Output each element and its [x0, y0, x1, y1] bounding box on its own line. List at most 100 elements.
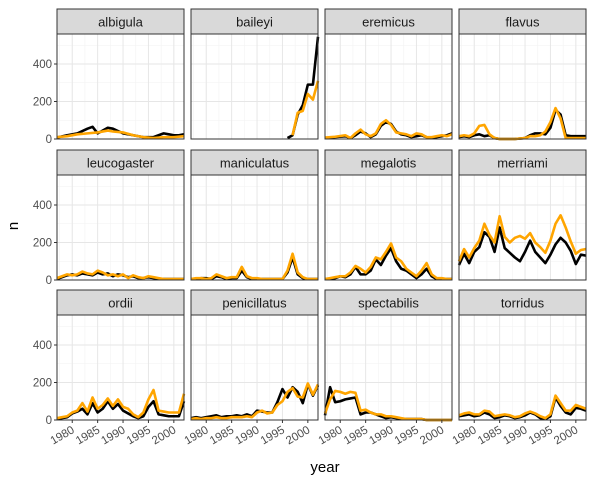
x-tick-label: 1980: [451, 424, 479, 447]
facet-maniculatus: maniculatus: [190, 149, 319, 281]
series-line-albigula-2: [56, 129, 185, 140]
x-tick-label: 1990: [233, 424, 261, 447]
facet-strip: [56, 149, 185, 176]
series-line-penicillatus-2: [190, 382, 320, 421]
series-line-maniculatus-2: [190, 252, 318, 281]
x-tick-label: 1995: [393, 424, 421, 447]
x-tick-label: 1980: [317, 424, 345, 447]
series-line-merriami-2: [457, 214, 587, 262]
facet-torridus: torridus: [458, 289, 587, 421]
facet-strip-label: flavus: [506, 15, 540, 30]
panel-border: [56, 314, 185, 421]
series-line-megalotis-2: [324, 242, 452, 281]
panel-border: [56, 174, 185, 281]
y-tick-label: 400: [33, 340, 52, 352]
facet-strip-label: torridus: [501, 296, 545, 311]
x-tick-label: 1985: [74, 424, 102, 447]
y-tick-label: 400: [33, 59, 52, 71]
facet-strip-label: ordii: [108, 296, 133, 311]
facet-strip: [56, 8, 185, 35]
facet-strip-label: baileyi: [236, 15, 273, 30]
facet-strip: [190, 8, 319, 35]
series-line-flavus-2: [458, 106, 586, 141]
series-line-merriami-1: [457, 226, 587, 266]
series-line-leucogaster-2: [56, 269, 184, 281]
x-tick-label: 1995: [125, 424, 153, 447]
facet-strip: [458, 8, 587, 35]
y-tick-label: 0: [46, 134, 52, 146]
y-tick-label: 200: [33, 97, 52, 109]
panel-border: [56, 33, 185, 140]
facet-strip-label: eremicus: [362, 15, 415, 30]
panel-background: [325, 175, 452, 280]
panel-border: [190, 174, 319, 281]
panel-border: [324, 314, 453, 421]
facet-leucogaster: leucogaster: [56, 149, 185, 281]
facet-strip-label: megalotis: [361, 156, 417, 171]
x-tick-label: 2000: [150, 424, 178, 447]
x-tick-label: 2000: [552, 424, 580, 447]
panel-background: [325, 315, 452, 420]
panel-background: [191, 175, 318, 280]
facet-penicillatus: penicillatus: [190, 289, 320, 421]
facet-strip-label: penicillatus: [222, 296, 287, 311]
facet-albigula: albigula: [56, 8, 185, 140]
x-tick-label: 1980: [49, 424, 77, 447]
panel-background: [459, 315, 586, 420]
x-tick-label: 1990: [367, 424, 395, 447]
y-axis-ticks: 0 200 400 0 200 400 0 200 400: [33, 59, 57, 427]
panel-background: [191, 34, 318, 139]
y-tick-label: 400: [33, 200, 52, 212]
facet-strip-label: albigula: [98, 15, 144, 30]
panel-background: [191, 315, 318, 420]
panel-background: [57, 175, 184, 280]
facet-spectabilis: spectabilis: [323, 289, 453, 422]
panel-border: [458, 174, 587, 281]
x-tick-label: 2000: [418, 424, 446, 447]
panel-border: [190, 314, 319, 421]
x-axis-title: year: [310, 459, 339, 476]
x-tick-label: 1990: [99, 424, 127, 447]
series-line-torridus-2: [458, 394, 587, 420]
x-tick-label: 1990: [501, 424, 529, 447]
facet-strip-label: leucogaster: [87, 156, 155, 171]
series-line-ordii-2: [56, 388, 186, 420]
x-tick-label: 1980: [183, 424, 211, 447]
facet-strip: [190, 149, 319, 176]
facet-strip: [324, 8, 453, 35]
x-tick-label: 2000: [284, 424, 312, 447]
panel-border: [324, 174, 453, 281]
facet-megalotis: megalotis: [324, 149, 453, 281]
facet-strip: [324, 149, 453, 176]
x-tick-label: 1995: [527, 424, 555, 447]
facet-strip-label: maniculatus: [220, 156, 290, 171]
facet-strip-label: spectabilis: [358, 296, 419, 311]
panel-border: [458, 314, 587, 421]
y-axis-title: n: [5, 222, 22, 230]
panel-background: [459, 34, 586, 139]
series-line-baileyi-2: [291, 80, 320, 136]
panel-background: [57, 34, 184, 139]
facet-strip-label: merriami: [497, 156, 548, 171]
facet-panels: albigula baileyi eremicus flavus leucogaster…: [56, 8, 587, 422]
y-tick-label: 0: [46, 275, 52, 287]
x-tick-label: 1995: [259, 424, 287, 447]
facet-flavus: flavus: [458, 8, 587, 141]
x-tick-label: 1985: [476, 424, 504, 447]
facet-eremicus: eremicus: [324, 8, 453, 140]
y-tick-label: 200: [33, 378, 52, 390]
y-tick-label: 0: [46, 415, 52, 427]
facet-strip: [190, 289, 319, 316]
series-line-eremicus-2: [324, 118, 453, 140]
panel-border: [458, 33, 587, 140]
panel-border: [324, 33, 453, 140]
panel-border: [190, 33, 319, 140]
facet-merriami: merriami: [457, 149, 587, 281]
x-tick-label: 1985: [342, 424, 370, 447]
facet-ordii: ordii: [56, 289, 186, 421]
y-tick-label: 200: [33, 238, 52, 250]
x-tick-label: 1985: [208, 424, 236, 447]
facet-baileyi: baileyi: [190, 8, 320, 140]
